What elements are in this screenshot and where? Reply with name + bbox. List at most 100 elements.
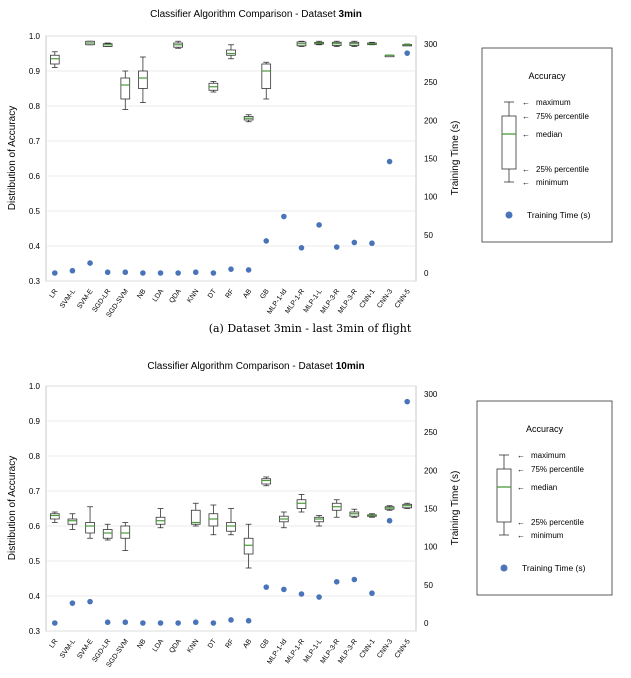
training-time-point (316, 222, 322, 228)
x-tick-label: DT (207, 638, 219, 650)
box (226, 44, 236, 60)
box (384, 54, 395, 58)
legend-arrow: ← (517, 483, 525, 492)
box (50, 51, 60, 68)
y-tick-label: 0.7 (29, 137, 41, 146)
y-tick-label: 0.4 (29, 242, 41, 251)
legend-label: median (536, 130, 562, 139)
y-axis-label: Distribution of Accuracy (7, 106, 18, 211)
legend-arrow: ← (522, 112, 530, 121)
training-time-point (175, 620, 181, 626)
box (367, 513, 377, 518)
training-time-point (228, 617, 234, 623)
legend-arrow: ← (517, 518, 525, 527)
legend-scatter-marker (505, 211, 513, 219)
x-tick-label: LDA (152, 638, 166, 653)
x-tick-label: AB (242, 288, 253, 300)
training-time-point (369, 240, 375, 247)
y-tick-label: 1.0 (29, 382, 41, 391)
box (261, 61, 272, 100)
training-time-point (228, 266, 234, 272)
y2-tick-label: 50 (424, 581, 433, 590)
x-tick-label: QDA (168, 638, 183, 655)
x-tick-label: NB (136, 288, 148, 300)
y2-tick-label: 300 (424, 40, 438, 49)
box-body (190, 509, 201, 525)
training-time-point (351, 576, 358, 583)
training-time-point (104, 619, 111, 626)
x-tick-label: SVM-L (59, 288, 77, 310)
y-tick-label: 0.6 (29, 522, 41, 531)
training-time-point (316, 594, 322, 600)
box-body (226, 522, 236, 532)
legend-label: minimum (531, 531, 564, 540)
box (102, 42, 113, 47)
legend-box: Accuracy ← maximum ← 75% percentile ← median ← 2… (476, 400, 613, 596)
training-time-point (87, 260, 93, 266)
y-tick-label: 0.4 (29, 592, 41, 601)
box (226, 508, 236, 536)
y-tick-label: 0.5 (29, 557, 41, 566)
legend-label: median (531, 483, 557, 492)
chart-10min: Classifier Algorithm Comparison - Datase… (7, 361, 461, 669)
y2-tick-label: 50 (424, 231, 433, 240)
legend-arrow: ← (517, 451, 525, 460)
legend-label: 75% percentile (531, 465, 584, 474)
box-body (120, 77, 131, 100)
legend-title: Accuracy (526, 424, 564, 434)
legend-title: Accuracy (528, 71, 566, 81)
training-time-point (281, 213, 287, 220)
y-tick-label: 0.7 (29, 487, 41, 496)
box (296, 40, 307, 47)
training-time-point (210, 620, 217, 626)
y2-tick-label: 100 (424, 193, 438, 202)
x-tick-label: SVM-E (76, 638, 95, 660)
training-time-point (122, 619, 129, 626)
y2-tick-label: 200 (424, 116, 438, 125)
box (50, 511, 60, 523)
box (208, 504, 219, 536)
y2-tick-label: 200 (424, 466, 438, 475)
box-body (208, 513, 219, 527)
training-time-point (263, 238, 270, 244)
training-time-point (404, 398, 410, 405)
box (120, 70, 131, 110)
box (243, 523, 254, 569)
x-tick-label: CNN-5 (394, 638, 412, 660)
training-time-point (192, 619, 199, 626)
training-time-point (140, 270, 146, 276)
y2-tick-label: 100 (424, 543, 438, 552)
box (349, 40, 360, 47)
legend-scatter-label: Training Time (s) (522, 563, 586, 573)
legend-label: minimum (536, 178, 569, 187)
legend-box-body (496, 468, 512, 523)
x-tick-label: LR (49, 638, 60, 649)
y-tick-label: 0.9 (29, 417, 41, 426)
plot-area (45, 35, 417, 282)
box (402, 502, 412, 509)
y2-axis-label: Training Time (s) (450, 471, 461, 546)
y-axis-label: Distribution of Accuracy (7, 456, 18, 561)
y2-tick-label: 250 (424, 78, 438, 87)
box (314, 40, 324, 46)
x-tick-label: RF (225, 638, 236, 650)
box (67, 513, 78, 530)
box-body (67, 518, 78, 525)
training-time-point (157, 620, 164, 626)
training-time-point (140, 620, 146, 626)
y2-tick-label: 0 (424, 619, 429, 628)
box (85, 40, 95, 46)
box (102, 523, 113, 541)
training-time-point (69, 267, 76, 274)
box (384, 505, 395, 511)
box (261, 476, 272, 487)
legend-box: Accuracy ← maximum ← 75% percentile ← median ← 2… (481, 47, 613, 243)
box (402, 43, 412, 47)
box (331, 499, 342, 518)
box-body (50, 513, 60, 520)
y-tick-label: 0.8 (29, 452, 41, 461)
legend-arrow: ← (517, 465, 525, 474)
x-tick-label: CNN-3 (376, 638, 394, 660)
training-time-point (122, 269, 129, 276)
legend-scatter-marker (500, 564, 508, 572)
